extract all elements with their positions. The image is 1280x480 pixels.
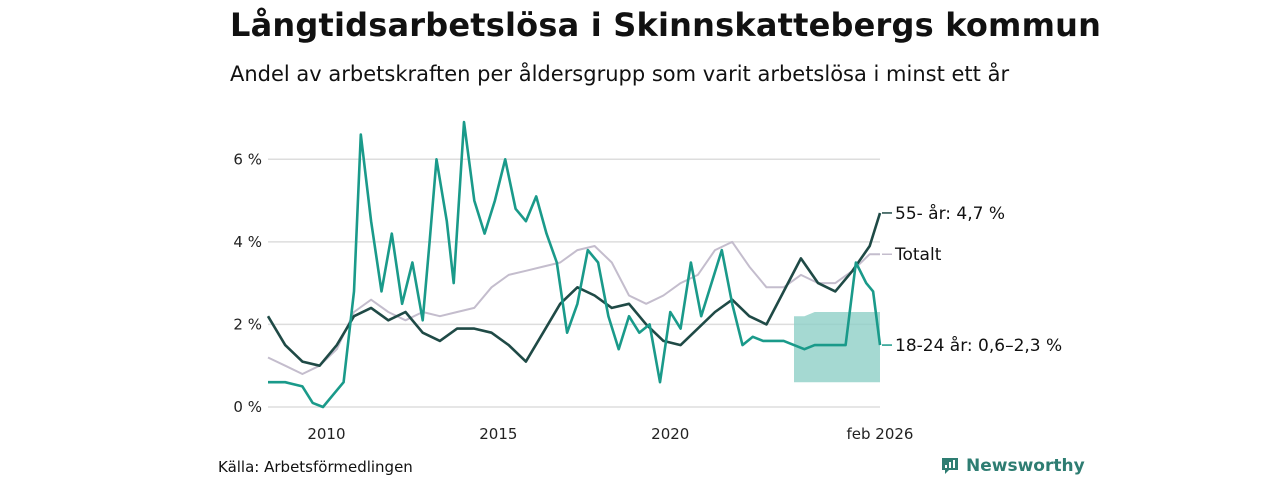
y-tick-label-1: 2 % — [233, 315, 262, 333]
series-line-youth — [268, 120, 882, 409]
brand-logo: Newsworthy — [940, 456, 1085, 476]
chart-subtitle: Andel av arbetskraften per åldersgrupp s… — [230, 62, 1010, 86]
brand-name: Newsworthy — [966, 456, 1085, 476]
chart-title: Långtidsarbetslösa i Skinnskattebergs ko… — [230, 6, 1102, 44]
x-tick-label-0: 2010 — [307, 425, 345, 443]
y-tick-label-0: 0 % — [233, 398, 262, 416]
end-label-youth: 18-24 år: 0,6–2,3 % — [895, 335, 1062, 356]
end-label-senior: 55- år: 4,7 % — [895, 203, 1005, 224]
source-note: Källa: Arbetsförmedlingen — [218, 458, 413, 476]
end-label-total: Totalt — [894, 245, 942, 265]
series-line-senior — [266, 212, 882, 368]
series-line-total — [267, 240, 880, 375]
y-tick-label-3: 6 % — [233, 150, 262, 168]
x-tick-label-1: 2015 — [479, 425, 517, 443]
x-tick-label-2: 2020 — [651, 425, 689, 443]
newsworthy-logo-icon — [942, 458, 958, 474]
youth-range-band — [794, 312, 880, 383]
y-tick-label-2: 4 % — [233, 233, 262, 251]
x-tick-label-3: feb 2026 — [847, 425, 914, 443]
